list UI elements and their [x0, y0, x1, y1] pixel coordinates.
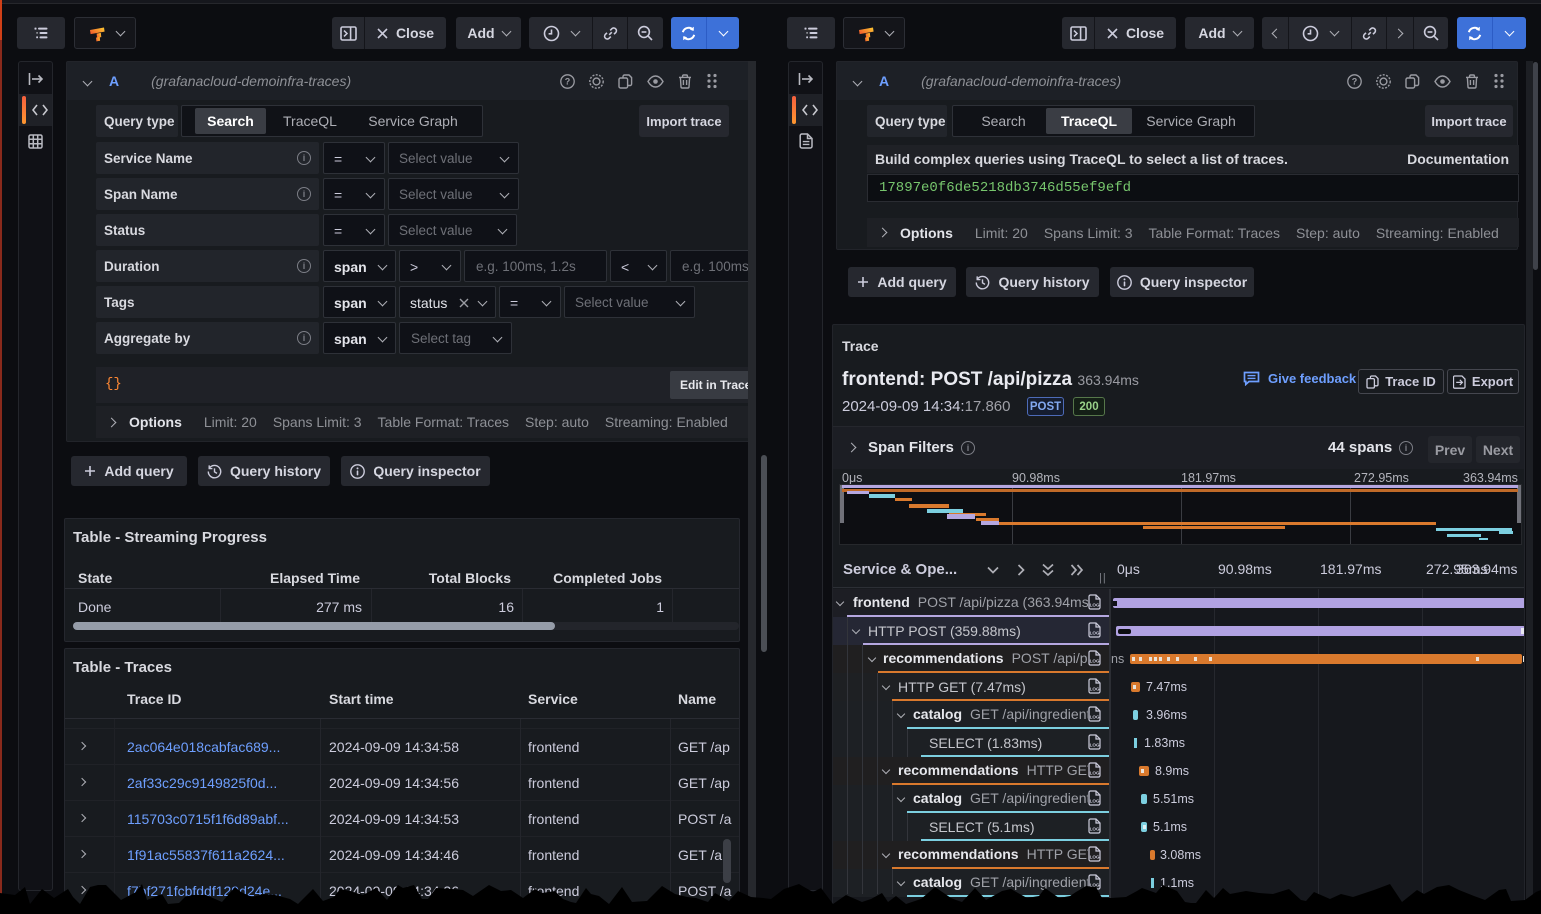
- svg-text:LOG: LOG: [1090, 855, 1100, 860]
- svg-text:LOG: LOG: [1090, 603, 1100, 608]
- svg-text:LOG: LOG: [1090, 715, 1100, 720]
- svg-text:LOG: LOG: [1090, 883, 1100, 888]
- svg-text:LOG: LOG: [1090, 771, 1100, 776]
- svg-text:LOG: LOG: [1090, 827, 1100, 832]
- svg-text:LOG: LOG: [1090, 687, 1100, 692]
- svg-text:LOG: LOG: [1090, 799, 1100, 804]
- svg-text:?: ?: [1352, 76, 1358, 86]
- svg-text:LOG: LOG: [1090, 743, 1100, 748]
- svg-text:?: ?: [565, 76, 571, 86]
- svg-text:LOG: LOG: [1090, 659, 1100, 664]
- svg-text:LOG: LOG: [1090, 631, 1100, 636]
